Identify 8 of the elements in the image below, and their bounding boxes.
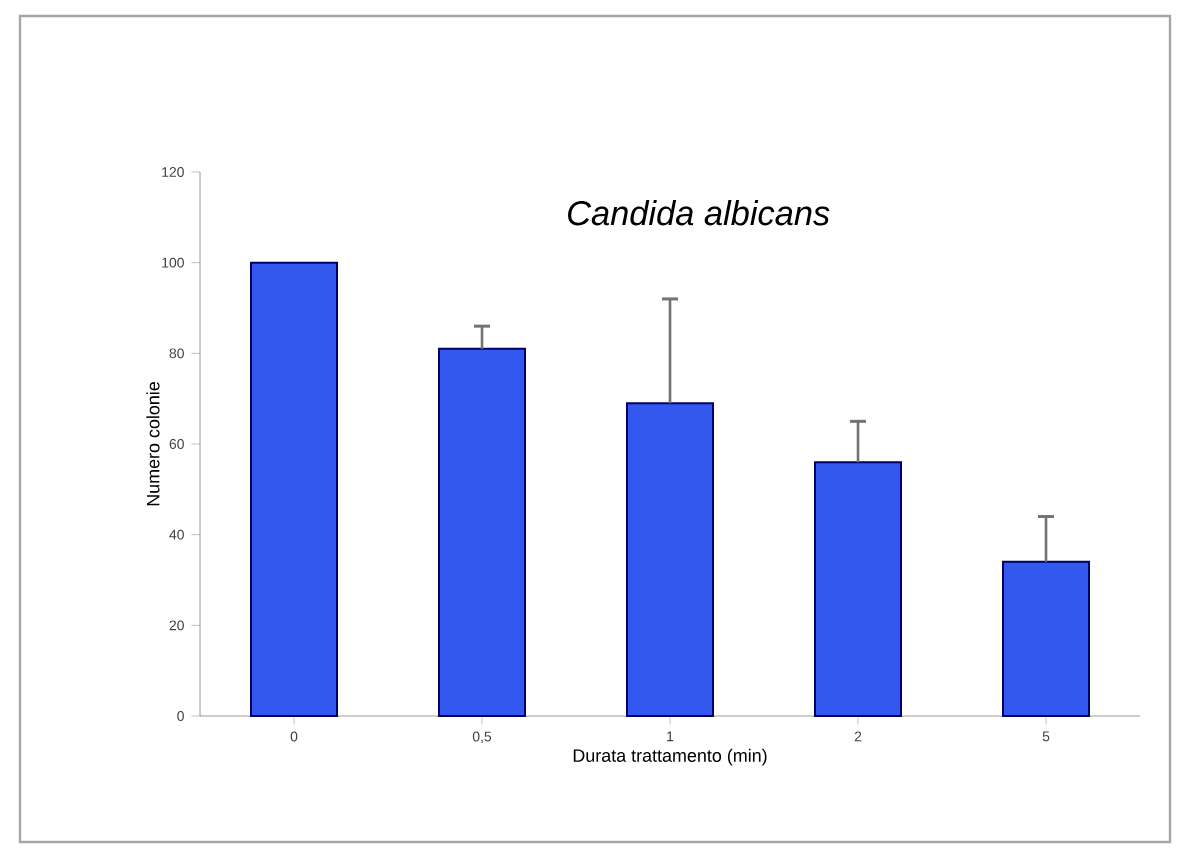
bar: [1002, 560, 1091, 717]
bar: [626, 402, 715, 717]
text: Candida albicans: [568, 200, 830, 226]
bar: [438, 347, 527, 717]
x-axis-title: Durata trattamento (min): [573, 748, 767, 766]
y-axis-title: Numero colonie: [146, 382, 160, 506]
bar: [814, 461, 903, 717]
bar: [250, 261, 339, 717]
